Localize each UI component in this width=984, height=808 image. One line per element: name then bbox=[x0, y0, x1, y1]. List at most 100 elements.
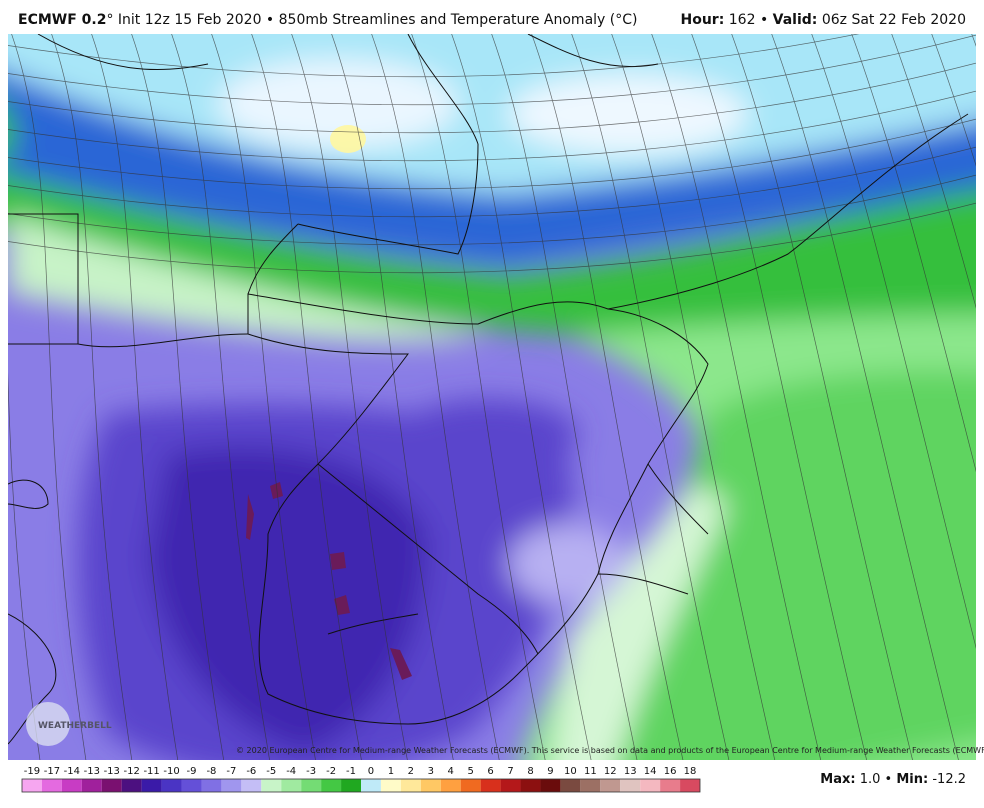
min: -12.2 bbox=[932, 772, 966, 787]
title: ° Init 12z 15 Feb 2020 • 850mb Streamlin… bbox=[106, 12, 638, 28]
colorbar-swatch bbox=[301, 779, 322, 792]
colorbar-swatch bbox=[440, 779, 461, 792]
streamline bbox=[8, 146, 976, 218]
streamline bbox=[331, 34, 454, 760]
streamline bbox=[8, 62, 976, 134]
colorbar-label: -2 bbox=[326, 766, 336, 777]
streamline bbox=[171, 34, 270, 760]
logo: WEATHERBELL bbox=[26, 702, 112, 746]
colorbar-label: 16 bbox=[664, 766, 677, 777]
colorbar-label: -9 bbox=[187, 766, 197, 777]
colorbar-swatch bbox=[161, 779, 182, 792]
colorbar-label: 14 bbox=[644, 766, 657, 777]
colorbar-label: -6 bbox=[246, 766, 256, 777]
streamline bbox=[851, 34, 976, 473]
streamline bbox=[931, 34, 976, 167]
colorbar-swatch bbox=[540, 779, 561, 792]
colorbar-label: -1 bbox=[346, 766, 356, 777]
min-label: Min: bbox=[896, 772, 929, 787]
valid: 06z Sat 22 Feb 2020 bbox=[821, 12, 966, 28]
colorbar-swatch bbox=[41, 779, 62, 792]
streamline bbox=[8, 372, 41, 760]
streamline bbox=[411, 34, 546, 760]
colorbar-label: 4 bbox=[448, 766, 454, 777]
colorbar-label: 13 bbox=[624, 766, 637, 777]
colorbar-label: -4 bbox=[286, 766, 296, 777]
streamline bbox=[8, 34, 976, 106]
streamline bbox=[371, 34, 500, 760]
separator: • bbox=[884, 772, 893, 787]
streamline bbox=[8, 34, 860, 78]
streamline bbox=[291, 34, 408, 760]
streamline bbox=[691, 34, 868, 760]
anomaly-field bbox=[8, 34, 976, 760]
colorbar-label: 2 bbox=[408, 766, 414, 777]
colorbar-label: -19 bbox=[24, 766, 40, 777]
colorbar-swatch bbox=[480, 779, 501, 792]
colorbar-label: -11 bbox=[143, 766, 159, 777]
colorbar-swatch bbox=[81, 779, 102, 792]
colorbar-swatch bbox=[460, 779, 481, 792]
streamline bbox=[91, 34, 179, 760]
streamline bbox=[651, 34, 822, 760]
streamline bbox=[51, 34, 133, 760]
colorbar-swatch bbox=[141, 779, 162, 792]
streamline bbox=[771, 34, 959, 760]
max-min: Max: 1.0 • Min: -12.2 bbox=[820, 772, 966, 787]
streamline bbox=[491, 34, 638, 760]
colorbar-label: -14 bbox=[64, 766, 80, 777]
copyright: © 2020 European Centre for Medium-range … bbox=[236, 746, 984, 755]
hour-label: Hour: bbox=[680, 12, 725, 28]
streamline bbox=[891, 34, 976, 309]
colorbar-swatch bbox=[221, 779, 242, 792]
colorbar-label: 6 bbox=[487, 766, 493, 777]
colorbar-label: 1 bbox=[388, 766, 394, 777]
colorbar-swatch bbox=[380, 779, 401, 792]
streamline bbox=[531, 34, 684, 760]
colorbar-swatch bbox=[121, 779, 142, 792]
colorbar-swatch bbox=[420, 779, 441, 792]
colorbar-swatch bbox=[181, 779, 202, 792]
colorbar-label: -13 bbox=[84, 766, 100, 777]
colorbar-swatch bbox=[620, 779, 641, 792]
colorbar-swatch bbox=[560, 779, 581, 792]
colorbar-label: 0 bbox=[368, 766, 374, 777]
colorbar-swatch bbox=[580, 779, 601, 792]
colorbar-swatch bbox=[321, 779, 342, 792]
map: WEATHERBELL bbox=[8, 34, 976, 760]
logo-text: WEATHERBELL bbox=[38, 721, 112, 731]
colorbar-label: -8 bbox=[206, 766, 216, 777]
colorbar-label: -5 bbox=[266, 766, 276, 777]
colorbar-label: 9 bbox=[547, 766, 553, 777]
colorbar-swatch bbox=[101, 779, 122, 792]
colorbar-label: -10 bbox=[163, 766, 179, 777]
header-right: Hour: 162 • Valid: 06z Sat 22 Feb 2020 bbox=[680, 12, 966, 28]
colorbar-label: -7 bbox=[226, 766, 236, 777]
colorbar-label: 5 bbox=[467, 766, 473, 777]
colorbar-swatch bbox=[361, 779, 381, 792]
colorbar-label: 7 bbox=[507, 766, 513, 777]
streamline bbox=[571, 34, 730, 760]
streamline bbox=[611, 34, 776, 760]
header-left: ECMWF 0.2° Init 12z 15 Feb 2020 • 850mb … bbox=[18, 12, 637, 28]
colorbar: -19 -17 -14 -13 -13 -12 -11 -10 -9 -8 -7 -6 -5 -4 -3 -2… bbox=[21, 766, 701, 793]
streamline bbox=[8, 174, 976, 246]
colorbar-swatch bbox=[640, 779, 661, 792]
valid-label: Valid: bbox=[772, 12, 818, 28]
colorbar-label: 11 bbox=[584, 766, 597, 777]
streamline bbox=[731, 34, 913, 760]
colorbar-swatch bbox=[500, 779, 521, 792]
model-name: ECMWF 0.2 bbox=[18, 12, 107, 28]
streamline bbox=[8, 118, 976, 190]
colorbar-label: -17 bbox=[44, 766, 60, 777]
colorbar-label: -3 bbox=[306, 766, 316, 777]
colorbar-label: 8 bbox=[527, 766, 533, 777]
colorbar-label: 18 bbox=[684, 766, 697, 777]
streamline bbox=[8, 90, 976, 162]
streamline bbox=[451, 34, 592, 760]
colorbar-label: 3 bbox=[428, 766, 434, 777]
colorbar-swatch bbox=[660, 779, 681, 792]
colorbar-label: -12 bbox=[124, 766, 140, 777]
streamline bbox=[8, 202, 976, 274]
